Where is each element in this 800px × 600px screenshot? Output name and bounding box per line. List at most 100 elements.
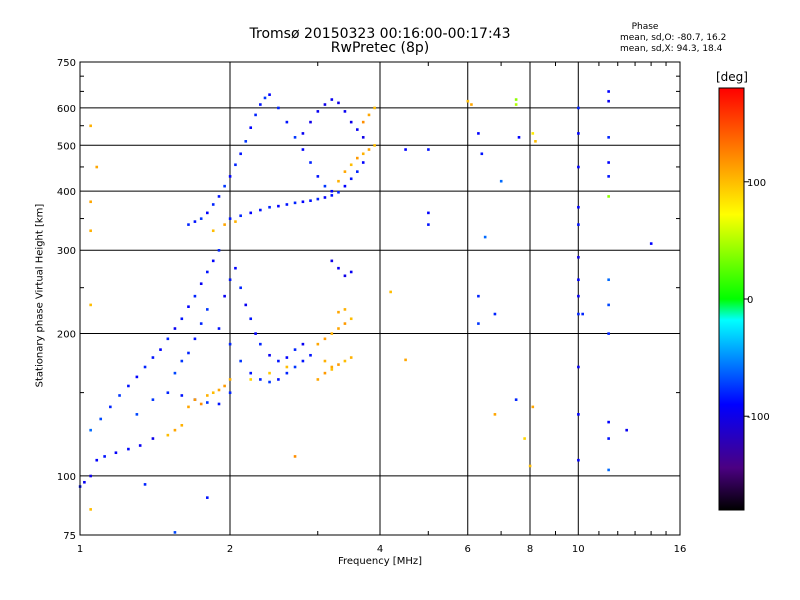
data-point xyxy=(577,413,580,416)
data-point xyxy=(268,371,271,375)
x-tick-label: 1 xyxy=(77,544,83,555)
x-axis-label: Frequency [MHz] xyxy=(337,556,423,567)
data-point xyxy=(143,483,147,486)
data-point xyxy=(277,378,280,381)
data-point xyxy=(205,496,209,499)
data-point xyxy=(293,136,297,139)
data-point xyxy=(343,184,347,188)
data-point xyxy=(259,208,262,212)
data-point xyxy=(534,140,537,143)
y-tick-label: 500 xyxy=(57,141,76,152)
data-point xyxy=(223,223,226,226)
data-point xyxy=(330,189,334,193)
data-point xyxy=(83,480,86,484)
data-point xyxy=(330,368,334,371)
data-point xyxy=(228,378,232,381)
data-point xyxy=(337,190,340,194)
data-point xyxy=(228,175,232,178)
data-point xyxy=(367,148,371,151)
data-point xyxy=(244,303,248,307)
data-point xyxy=(607,420,610,424)
data-point xyxy=(193,398,197,401)
data-point xyxy=(316,110,320,113)
data-point xyxy=(343,110,347,113)
data-point xyxy=(301,342,305,346)
data-point xyxy=(254,113,257,117)
data-point xyxy=(217,249,221,252)
plot-frame xyxy=(79,61,681,536)
data-point xyxy=(517,136,521,139)
colorbar-tick-label: 0 xyxy=(747,295,753,306)
y-tick-label: 400 xyxy=(57,187,76,198)
data-point xyxy=(337,310,340,314)
data-point xyxy=(138,444,142,447)
data-point xyxy=(514,103,518,106)
data-point xyxy=(404,358,407,362)
data-point xyxy=(577,312,580,316)
data-point xyxy=(493,413,497,416)
data-point xyxy=(285,203,289,206)
x-tick-label: 8 xyxy=(527,544,533,555)
data-point xyxy=(99,417,103,421)
data-point xyxy=(135,413,139,416)
data-point xyxy=(89,229,92,233)
data-point xyxy=(361,120,365,124)
data-point xyxy=(239,214,242,218)
data-point xyxy=(285,356,289,359)
data-point xyxy=(268,93,271,96)
x-tick-label: 2 xyxy=(227,544,233,555)
data-point xyxy=(337,101,340,105)
colorbar-tick-label: -100 xyxy=(747,412,770,423)
data-point xyxy=(577,458,580,462)
data-point xyxy=(293,201,297,205)
data-point xyxy=(581,312,584,316)
data-point xyxy=(173,327,177,330)
data-point xyxy=(159,348,162,351)
data-point xyxy=(205,211,209,215)
data-point xyxy=(89,428,92,432)
y-tick-label: 600 xyxy=(57,104,76,115)
data-point xyxy=(151,398,155,401)
data-point xyxy=(89,303,92,307)
data-point xyxy=(293,365,297,369)
data-point xyxy=(89,124,92,128)
phase-stats-o: mean, sd,O: -80.7, 16.2 xyxy=(620,33,727,43)
data-point xyxy=(180,423,184,427)
data-point xyxy=(217,327,221,330)
data-point xyxy=(349,356,353,359)
data-point xyxy=(135,375,139,379)
data-point xyxy=(199,282,203,286)
y-tick-label: 300 xyxy=(57,246,76,257)
data-point xyxy=(323,337,327,341)
chart-subtitle: RwPretec (8p) xyxy=(330,40,430,56)
data-point xyxy=(483,235,487,239)
data-point xyxy=(316,197,320,201)
data-point xyxy=(355,170,359,173)
data-point xyxy=(249,211,253,215)
data-point xyxy=(337,179,340,183)
data-point xyxy=(349,317,353,321)
data-point xyxy=(193,220,197,223)
data-point xyxy=(330,98,334,101)
data-point xyxy=(607,303,610,307)
data-point xyxy=(427,211,430,215)
data-point xyxy=(166,391,170,395)
data-point xyxy=(355,156,359,160)
data-point xyxy=(477,132,480,135)
data-point xyxy=(330,194,334,197)
data-point xyxy=(514,98,518,101)
data-point xyxy=(316,342,320,346)
data-point xyxy=(361,136,365,139)
data-point xyxy=(607,437,610,440)
data-point xyxy=(228,278,232,282)
data-point xyxy=(514,398,518,401)
data-point xyxy=(607,175,610,178)
data-point xyxy=(118,394,121,397)
data-point xyxy=(301,148,305,151)
data-point xyxy=(223,184,226,188)
data-point xyxy=(343,274,347,278)
data-point xyxy=(404,148,407,151)
data-point xyxy=(343,170,347,173)
data-point xyxy=(211,203,215,206)
